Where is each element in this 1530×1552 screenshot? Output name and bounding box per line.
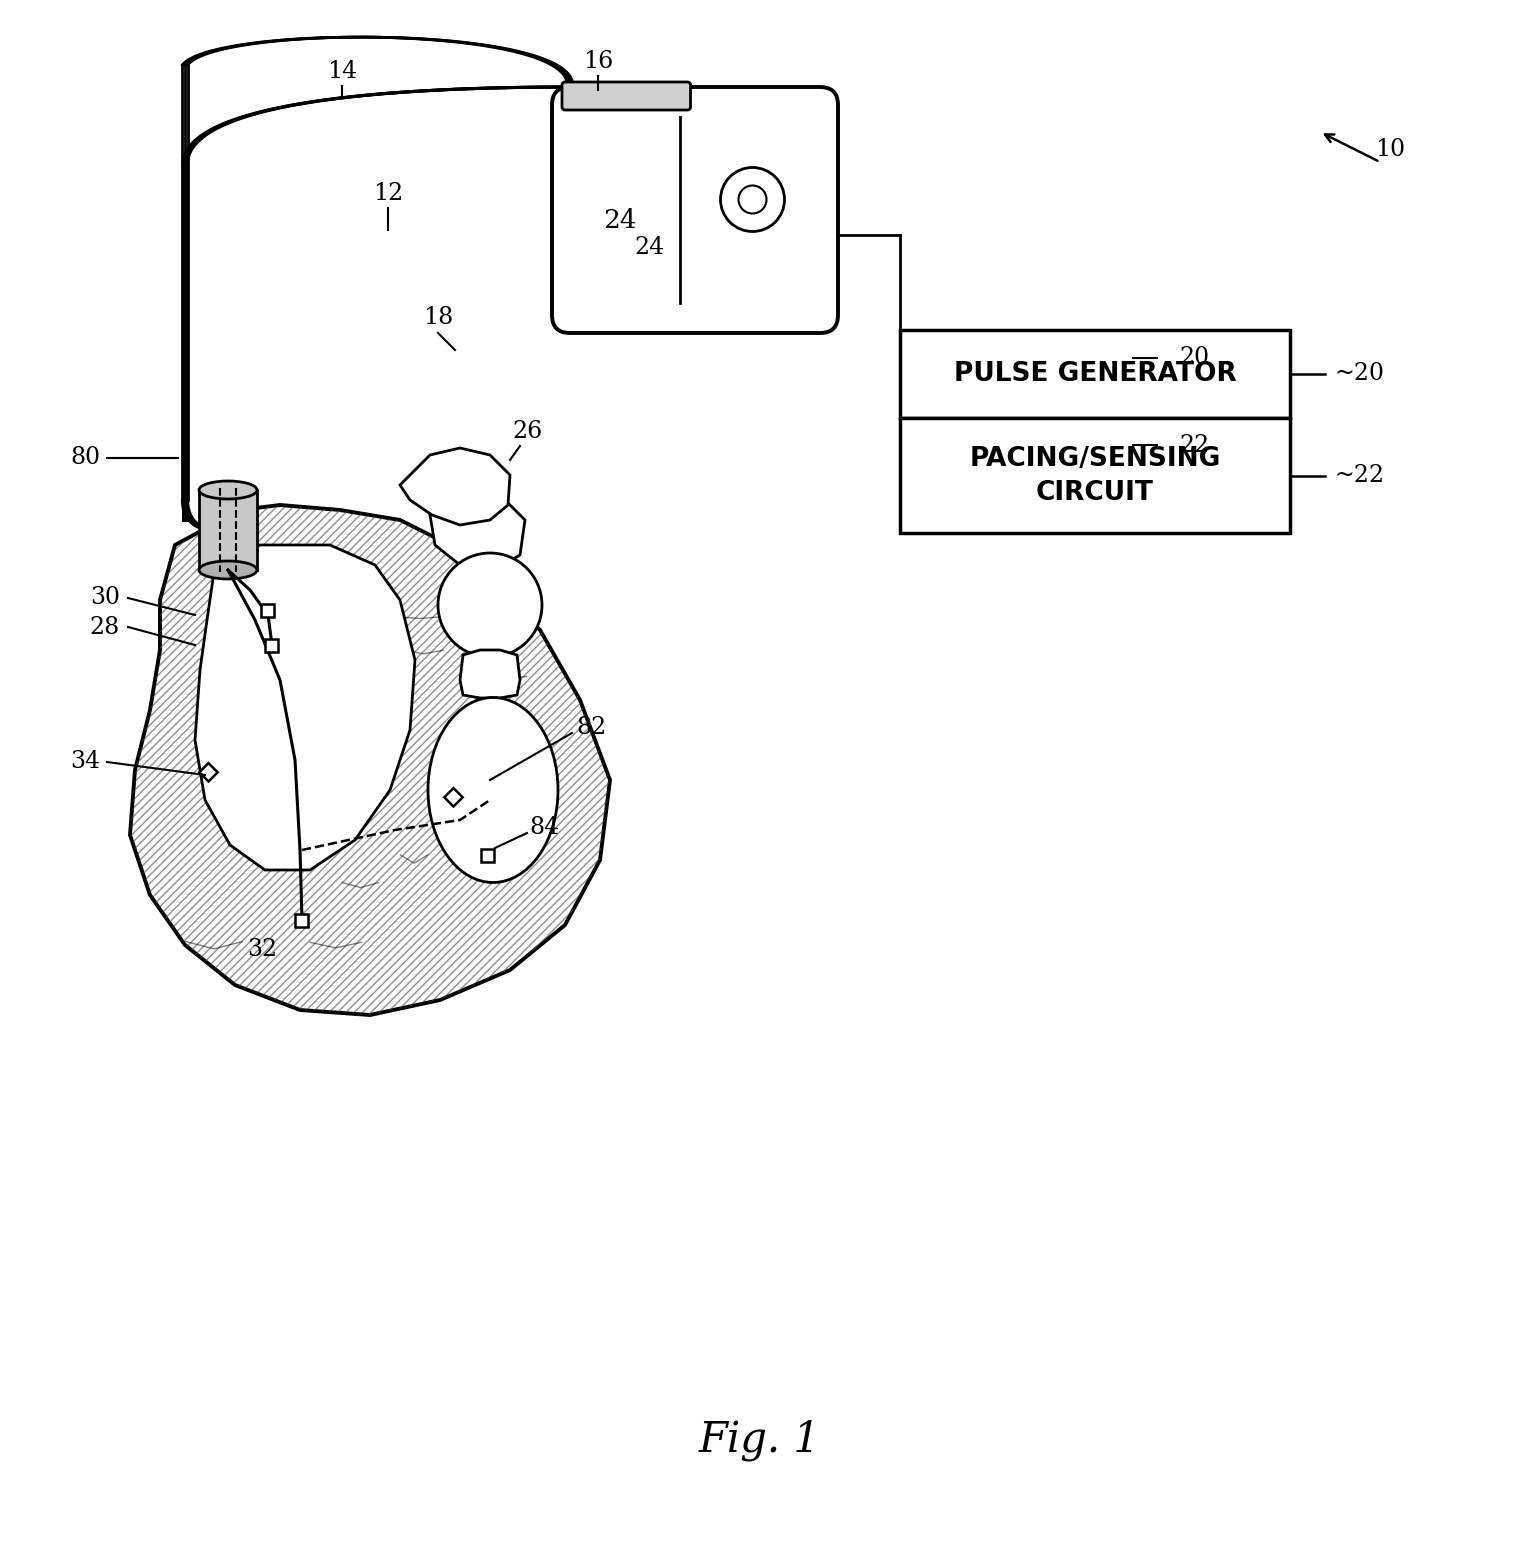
Text: ~22: ~22 <box>1336 464 1385 487</box>
Text: 80: 80 <box>70 447 99 470</box>
Text: 82: 82 <box>577 717 607 739</box>
Ellipse shape <box>428 697 558 883</box>
Text: 26: 26 <box>513 421 543 444</box>
Ellipse shape <box>199 481 257 500</box>
Bar <box>262 604 274 616</box>
Bar <box>199 764 217 782</box>
Bar <box>266 638 278 652</box>
Polygon shape <box>430 495 525 570</box>
Text: Fig. 1: Fig. 1 <box>699 1419 822 1460</box>
Polygon shape <box>461 650 520 698</box>
Text: 30: 30 <box>90 587 119 610</box>
Ellipse shape <box>199 560 257 579</box>
Text: PULSE GENERATOR: PULSE GENERATOR <box>953 362 1236 386</box>
Text: 28: 28 <box>90 616 121 638</box>
Polygon shape <box>399 449 509 525</box>
Text: 32: 32 <box>246 939 277 962</box>
FancyBboxPatch shape <box>562 82 690 110</box>
Text: 84: 84 <box>529 816 560 840</box>
Text: 24: 24 <box>635 236 666 259</box>
Text: 20: 20 <box>1180 346 1210 369</box>
Bar <box>444 788 462 807</box>
Text: 24: 24 <box>603 208 636 233</box>
Text: 18: 18 <box>422 306 453 329</box>
Polygon shape <box>130 504 610 1015</box>
Text: 16: 16 <box>583 51 614 73</box>
Circle shape <box>438 553 542 656</box>
Text: 34: 34 <box>70 751 99 773</box>
Bar <box>482 849 494 861</box>
Text: PACING/SENSING
CIRCUIT: PACING/SENSING CIRCUIT <box>970 445 1221 506</box>
Text: 10: 10 <box>1375 138 1405 161</box>
Bar <box>199 490 257 570</box>
Text: 12: 12 <box>373 182 402 205</box>
Text: 22: 22 <box>1180 433 1210 456</box>
Bar <box>900 331 1290 417</box>
Circle shape <box>721 168 785 231</box>
Text: ~20: ~20 <box>1336 363 1385 385</box>
Circle shape <box>739 186 767 214</box>
Polygon shape <box>194 545 415 871</box>
Bar <box>900 417 1290 532</box>
FancyBboxPatch shape <box>552 87 838 334</box>
Text: 14: 14 <box>327 61 356 84</box>
Bar <box>295 914 309 927</box>
